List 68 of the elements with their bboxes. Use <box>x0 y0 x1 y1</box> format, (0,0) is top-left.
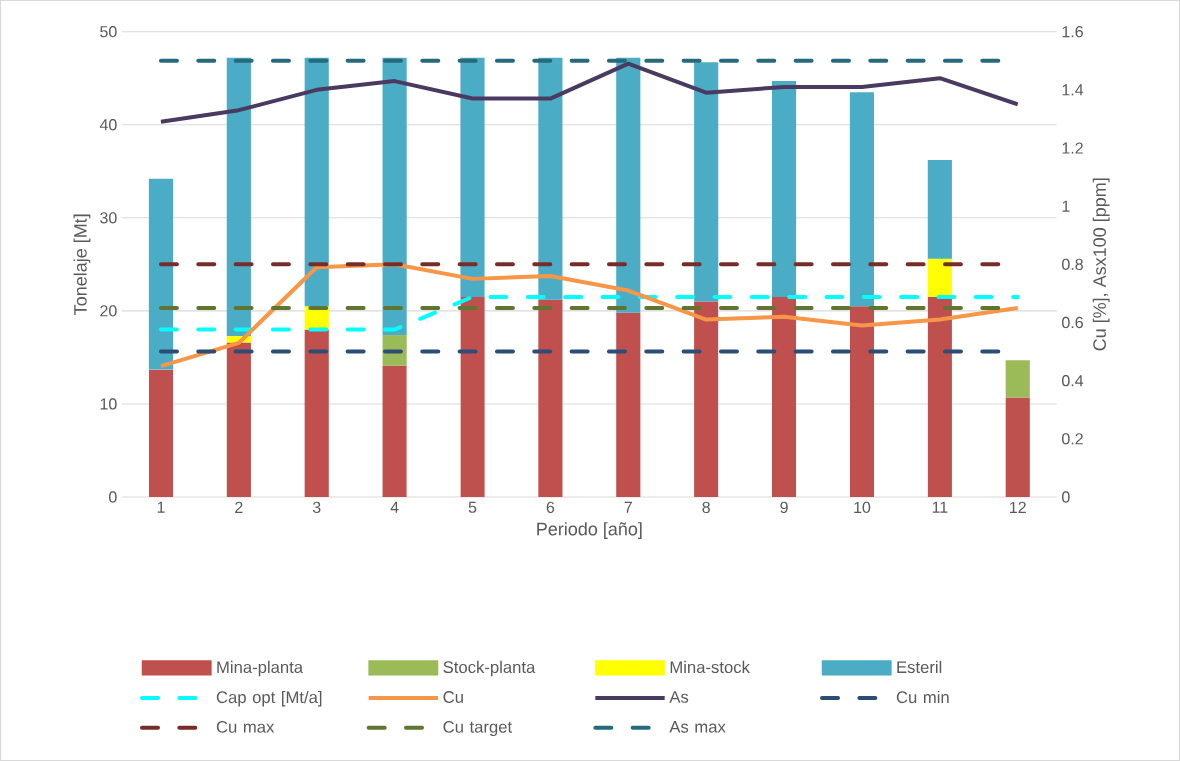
legend-label: Mina-stock <box>670 660 750 674</box>
bar <box>927 258 952 297</box>
x-tick-label: 1 <box>157 501 165 513</box>
y-tick-label: 0 <box>109 491 117 503</box>
bar <box>382 57 407 336</box>
bar <box>772 80 797 297</box>
legend-label: Cu max <box>216 720 275 733</box>
bar <box>849 92 875 307</box>
x-tick-label: 7 <box>624 501 632 513</box>
x-tick-label: 11 <box>932 501 948 513</box>
x-tick-label: 12 <box>1010 501 1026 513</box>
legend-label: Mina-planta <box>217 660 304 677</box>
y2-tick-label: 0.8 <box>1062 258 1083 270</box>
x-tick-label: 3 <box>312 501 321 514</box>
y2-tick-label: 0 <box>1062 491 1070 503</box>
bar <box>382 365 407 497</box>
y2-tick-label: 0.2 <box>1062 433 1083 445</box>
y2-tick-label: 1.4 <box>1062 84 1084 96</box>
legend-label: Stock-planta <box>443 660 536 677</box>
bar <box>694 301 719 497</box>
x-tick-label: 8 <box>702 501 710 514</box>
x-tick-label: 4 <box>390 501 399 513</box>
line-series <box>158 61 1020 124</box>
x-tick-label: 10 <box>854 501 871 514</box>
y2-axis-title: Cu [%], Asx100 [ppm] <box>1092 178 1110 351</box>
bar <box>226 342 251 497</box>
bar <box>226 57 251 336</box>
y2-tick-label: 1 <box>1062 200 1070 212</box>
bar <box>1005 360 1030 398</box>
y-tick-label: 20 <box>100 305 117 317</box>
bar <box>538 299 563 497</box>
legend-label: As <box>669 691 689 703</box>
bar <box>148 369 174 497</box>
x-tick-label: 2 <box>235 501 243 513</box>
y-tick-label: 50 <box>100 26 117 38</box>
y-tick-label: 10 <box>100 398 117 410</box>
x-axis-title: Periodo [año] <box>537 522 642 539</box>
y2-tick-label: 1.6 <box>1062 26 1083 38</box>
legend-label: Cu min <box>896 690 949 704</box>
bar <box>148 178 174 370</box>
bar <box>616 312 641 497</box>
legend-label: Esteril <box>897 660 942 674</box>
legend-label: As max <box>669 721 726 733</box>
bar <box>1005 397 1030 497</box>
y2-tick-label: 0.4 <box>1062 375 1084 387</box>
bar <box>616 57 641 313</box>
bar <box>849 306 875 497</box>
bar <box>460 57 485 297</box>
bar <box>694 62 719 302</box>
y-axis-title: Tonelaje [Mt] <box>73 214 91 315</box>
bar <box>927 160 952 259</box>
bar <box>772 296 797 497</box>
line-series <box>158 262 1020 369</box>
legend-label: Cap opt [Mt/a] <box>216 690 322 707</box>
x-tick-label: 9 <box>780 501 788 514</box>
legend-label: Cu target <box>443 720 513 737</box>
x-tick-label: 6 <box>546 501 555 514</box>
bar <box>460 296 485 497</box>
x-tick-label: 5 <box>468 501 477 513</box>
y-tick-label: 40 <box>99 119 117 131</box>
bar <box>927 296 952 497</box>
y2-tick-label: 0.6 <box>1062 316 1083 329</box>
y2-tick-label: 1.2 <box>1062 142 1083 154</box>
legend-label: Cu <box>443 691 463 703</box>
bar <box>304 57 329 307</box>
y-tick-label: 30 <box>100 212 117 224</box>
bar <box>538 57 563 300</box>
bar <box>304 329 329 497</box>
